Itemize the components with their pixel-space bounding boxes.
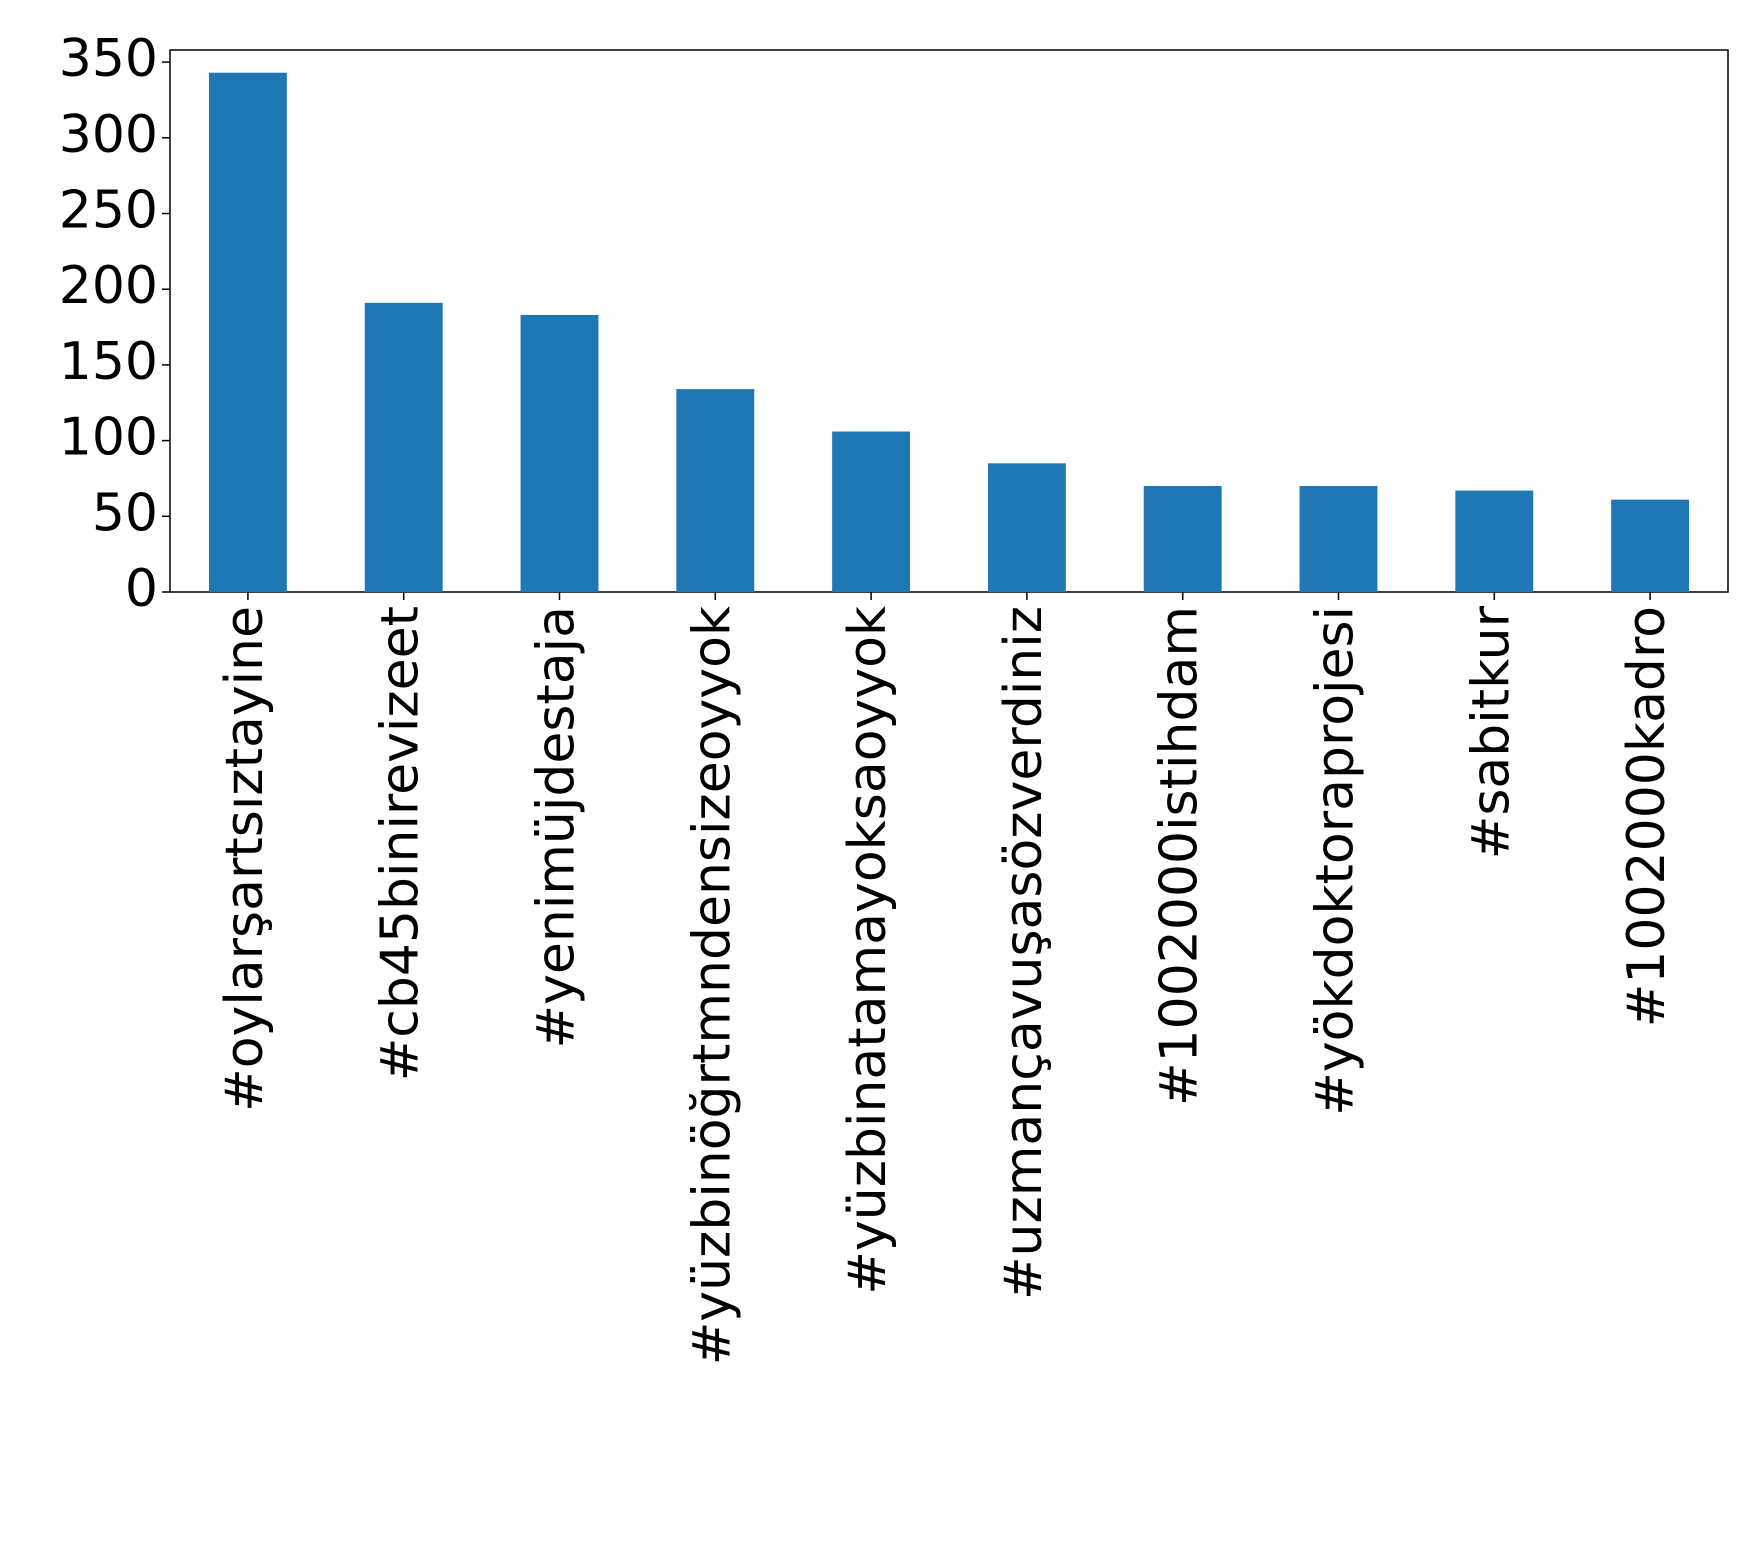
y-tick-label: 100 — [59, 408, 158, 468]
x-tick-label: #oylarşartsıztayine — [215, 606, 275, 1112]
x-tick-label: #1002000istihdam — [1150, 606, 1210, 1106]
bar — [987, 463, 1066, 592]
y-tick-label: 250 — [59, 181, 158, 241]
bar — [208, 72, 287, 593]
bar — [1611, 499, 1690, 592]
x-tick-label: #sabitkur — [1461, 605, 1521, 859]
y-tick-label: 200 — [59, 256, 158, 316]
y-tick-label: 0 — [125, 559, 158, 619]
bar — [1455, 490, 1534, 592]
y-tick-label: 350 — [59, 29, 158, 89]
x-tick-label: #yüzbinöğrtmndensizeoyyok — [682, 606, 742, 1365]
bar — [676, 389, 755, 592]
bar — [1143, 486, 1222, 592]
x-tick-label: #yenimüjdestaja — [527, 606, 587, 1048]
x-tick-label: #uzmançavuşasözverdiniz — [994, 606, 1054, 1300]
y-tick-label: 300 — [59, 105, 158, 165]
y-tick-label: 50 — [92, 483, 158, 543]
bar — [832, 431, 911, 592]
x-tick-label: #1002000kadro — [1617, 606, 1677, 1027]
x-tick-label: #cb45binirevizeet — [371, 606, 431, 1081]
x-tick-label: #yökdoktoraprojesi — [1306, 606, 1366, 1116]
bar — [364, 302, 443, 592]
x-tick-label: #yüzbinatamayoksaoyyok — [838, 606, 898, 1295]
plot-frame — [169, 49, 1729, 593]
bar — [520, 314, 599, 592]
y-tick-label: 150 — [59, 332, 158, 392]
bar — [1299, 486, 1378, 592]
